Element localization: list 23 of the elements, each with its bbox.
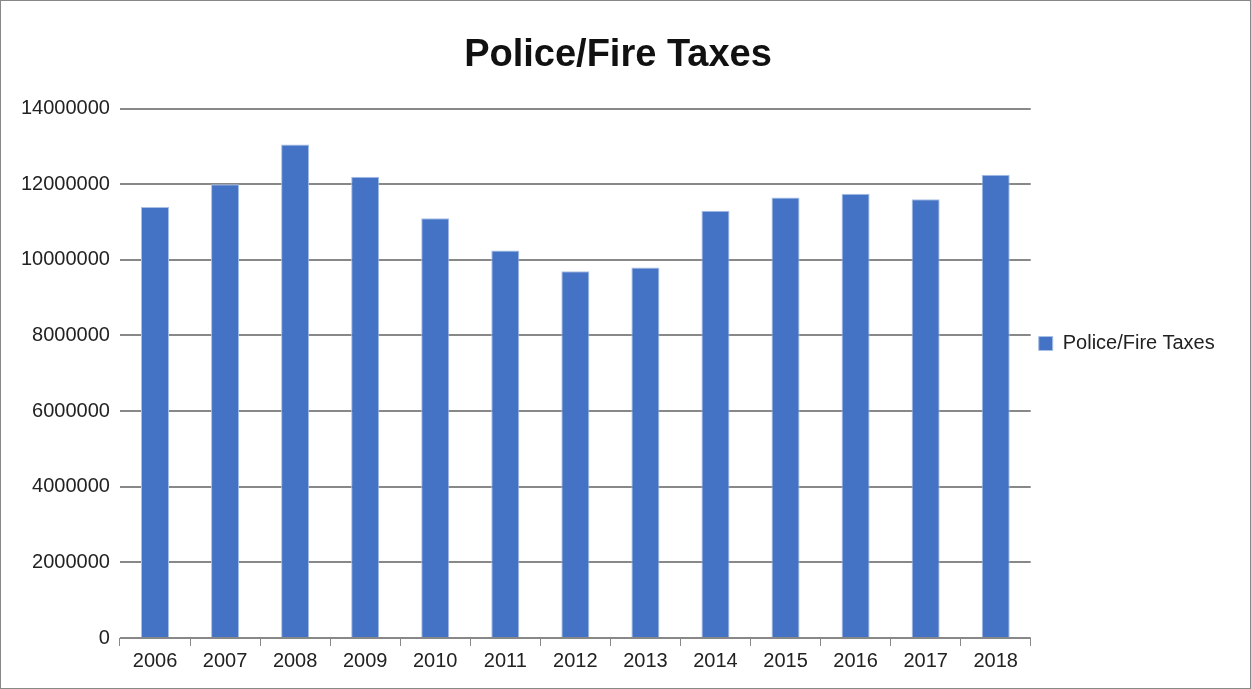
x-tick-label: 2015 (763, 648, 808, 671)
y-tick-label: 12000000 (21, 171, 110, 194)
x-tick-label: 2006 (132, 648, 178, 671)
y-tick-label: 0 (98, 625, 110, 648)
y-tick-label: 2000000 (32, 549, 110, 572)
y-tick-label: 14000000 (21, 96, 110, 119)
chart-title: Police/Fire Taxes (464, 32, 772, 75)
x-tick-label: 2017 (903, 648, 948, 671)
legend-label: Police/Fire Taxes (1062, 331, 1215, 354)
x-tick-label: 2012 (553, 648, 598, 671)
y-tick-label: 8000000 (32, 323, 110, 345)
y-tick-label: 4000000 (32, 474, 110, 497)
x-tick-label: 2011 (483, 648, 527, 671)
x-tick-label: 2016 (833, 648, 878, 671)
x-tick-label: 2013 (623, 648, 668, 671)
x-tick-label: 2009 (342, 648, 388, 671)
y-tick-label: 10000000 (21, 247, 110, 270)
y-tick-label: 6000000 (32, 398, 110, 421)
x-tick-label: 2018 (973, 648, 1018, 671)
x-tick-label: 2014 (693, 648, 738, 671)
x-tick-label: 2010 (412, 648, 458, 671)
x-tick-label: 2007 (202, 648, 248, 671)
x-tick-label: 2008 (272, 648, 318, 671)
